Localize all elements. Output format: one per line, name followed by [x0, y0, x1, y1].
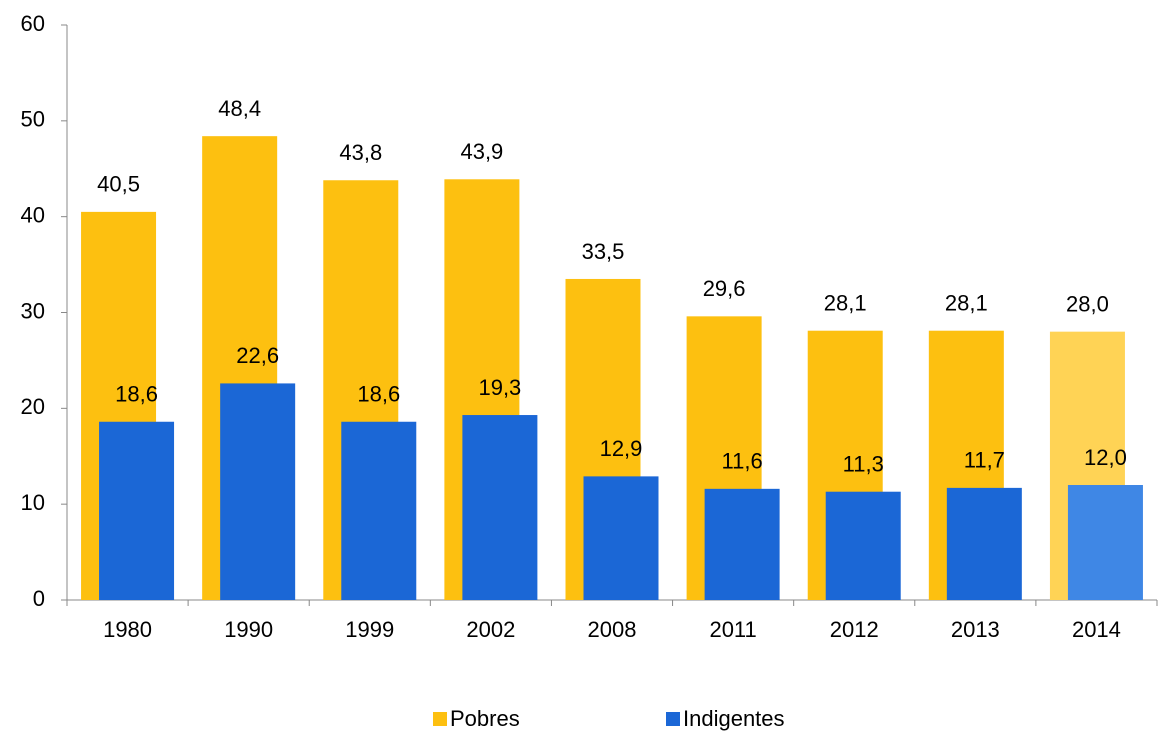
legend-swatch — [666, 712, 680, 726]
x-tick-label: 1980 — [103, 617, 152, 642]
data-label: 11,3 — [843, 452, 884, 477]
x-tick-label: 2013 — [951, 617, 1000, 642]
bar — [220, 383, 296, 600]
x-tick-label: 2002 — [466, 617, 515, 642]
y-tick-label: 0 — [33, 586, 45, 611]
y-tick-label: 20 — [21, 394, 45, 419]
legend-label: Pobres — [450, 706, 520, 731]
legend-label: Indigentes — [683, 706, 785, 731]
data-label: 12,0 — [1084, 445, 1127, 470]
x-tick-label: 1999 — [345, 617, 394, 642]
bar — [825, 491, 901, 600]
data-label: 19,3 — [478, 375, 521, 400]
data-label: 18,6 — [357, 382, 400, 407]
x-tick-label: 2014 — [1072, 617, 1121, 642]
bar — [462, 415, 538, 600]
x-tick-label: 1990 — [224, 617, 273, 642]
bar — [99, 421, 175, 600]
data-label: 48,4 — [218, 96, 261, 121]
data-label: 28,1 — [945, 291, 988, 316]
bar — [946, 487, 1022, 600]
y-tick-label: 60 — [21, 11, 45, 36]
data-label: 29,6 — [703, 276, 746, 301]
x-tick-label: 2008 — [588, 617, 637, 642]
bar — [583, 476, 659, 600]
data-label: 12,9 — [600, 436, 643, 461]
y-tick-label: 10 — [21, 490, 45, 515]
bar — [704, 488, 780, 600]
data-label: 11,7 — [964, 448, 1005, 473]
bar — [341, 421, 417, 600]
data-label: 11,6 — [722, 449, 763, 474]
data-label: 43,8 — [339, 140, 382, 165]
data-label: 43,9 — [460, 139, 503, 164]
y-tick-label: 30 — [21, 298, 45, 323]
data-label: 28,0 — [1066, 291, 1109, 316]
x-tick-label: 2011 — [709, 617, 756, 642]
data-label: 33,5 — [582, 239, 625, 264]
legend-swatch — [433, 712, 447, 726]
y-tick-label: 40 — [21, 202, 45, 227]
bar — [1067, 485, 1143, 600]
data-label: 28,1 — [824, 291, 867, 316]
data-label: 40,5 — [97, 172, 140, 197]
data-label: 18,6 — [115, 382, 158, 407]
y-tick-label: 50 — [21, 107, 45, 132]
data-label: 22,6 — [236, 343, 279, 368]
x-tick-label: 2012 — [830, 617, 879, 642]
